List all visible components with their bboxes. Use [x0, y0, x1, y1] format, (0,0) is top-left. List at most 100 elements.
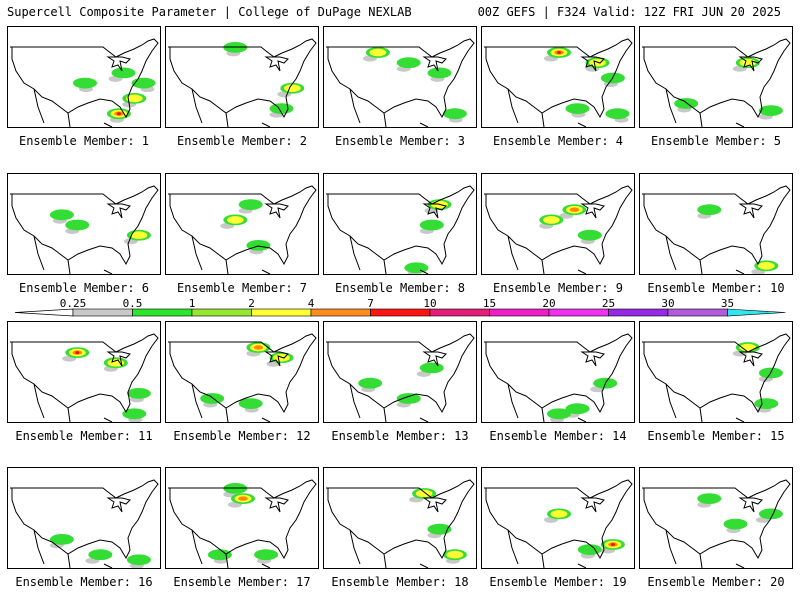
ensemble-map-panel	[7, 173, 161, 275]
map-canvas	[484, 185, 633, 274]
scp-contour-g	[427, 67, 452, 79]
scp-contour-g	[65, 219, 90, 231]
coastline	[33, 383, 113, 422]
great-lakes	[738, 497, 763, 513]
map-canvas	[10, 479, 159, 568]
scp-contour-g	[758, 508, 783, 520]
map-canvas	[10, 38, 159, 127]
coastline	[33, 529, 113, 568]
ensemble-map-panel	[481, 321, 635, 423]
coastline	[507, 529, 587, 568]
scp-contour-g	[49, 534, 74, 545]
scp-contour-g	[396, 393, 421, 404]
us-outline	[11, 333, 159, 414]
scp-contour-g	[238, 199, 263, 210]
scp-contour-y	[107, 359, 125, 367]
map-canvas	[642, 38, 791, 127]
valid-time: 00Z GEFS | F324 Valid: 12Z FRI JUN 20 20…	[477, 5, 781, 19]
map-canvas	[642, 479, 791, 568]
colorbar-swatch	[489, 308, 550, 317]
scp-contour-y	[226, 216, 244, 224]
great-lakes	[738, 203, 763, 219]
coastline	[507, 383, 587, 422]
map-canvas	[326, 185, 475, 274]
scp-contour-y	[125, 94, 143, 103]
scp-contour-g	[396, 57, 421, 69]
scp-contour-g	[126, 554, 151, 566]
scp-contour-g	[565, 103, 590, 114]
ensemble-map-panel	[7, 26, 161, 128]
ensemble-map-panel	[323, 467, 477, 569]
ensemble-map-panel	[7, 321, 161, 423]
us-outline	[169, 479, 317, 560]
scp-contour-g	[577, 229, 602, 241]
map-canvas	[642, 185, 791, 274]
scp-contour-g	[427, 523, 452, 535]
member-label: Ensemble Member: 3	[334, 134, 466, 148]
ensemble-map-panel	[165, 173, 319, 275]
scp-contour-g	[200, 393, 225, 404]
member-label: Ensemble Member: 14	[489, 429, 627, 443]
coastline	[507, 235, 587, 274]
scp-contour-g	[577, 544, 602, 555]
colorbar-tick-label: 4	[307, 297, 315, 310]
coastline	[191, 383, 271, 422]
us-outline	[11, 38, 159, 119]
member-label: Ensemble Member: 10	[647, 281, 785, 295]
scp-contour-g	[697, 493, 722, 504]
map-canvas	[642, 333, 791, 422]
map-canvas	[168, 479, 317, 568]
ensemble-map-panel	[323, 26, 477, 128]
ensemble-map-panel	[481, 467, 635, 569]
us-outline	[169, 38, 317, 119]
colorbar-tick-label: 0.5	[122, 297, 143, 310]
colorbar-swatch	[72, 308, 133, 317]
great-lakes	[738, 351, 763, 367]
scp-contour-g	[697, 204, 722, 216]
member-label: Ensemble Member: 17	[173, 575, 311, 589]
ensemble-map-panel	[639, 173, 793, 275]
coastline	[349, 529, 429, 568]
chart-title: Supercell Composite Parameter | College …	[7, 5, 412, 19]
colorbar-swatch	[251, 308, 312, 317]
coastline	[191, 235, 271, 274]
scp-contour-g	[758, 105, 783, 116]
colorbar-swatch	[191, 308, 252, 317]
great-lakes	[580, 56, 605, 72]
colorbar	[14, 308, 786, 317]
scp-contour-g	[358, 377, 383, 389]
scp-contour-y	[542, 216, 560, 224]
member-label: Ensemble Member: 8	[334, 281, 466, 295]
great-lakes	[422, 351, 447, 367]
scp-contour-g	[73, 77, 97, 89]
coastline	[33, 235, 113, 274]
colorbar-tick-label: 10	[423, 297, 437, 310]
scp-contour-g	[238, 398, 263, 409]
ensemble-map-panel	[481, 173, 635, 275]
colorbar-tick-label: 1	[188, 297, 196, 310]
coastline	[507, 88, 587, 127]
member-label: Ensemble Member: 13	[331, 429, 469, 443]
colorbar-swatch	[727, 308, 786, 317]
coastline	[665, 235, 745, 274]
map-canvas	[10, 333, 159, 422]
scp-contour-o	[238, 496, 248, 501]
colorbar-tick-label: 20	[542, 297, 556, 310]
us-outline	[169, 185, 317, 266]
us-outline	[327, 38, 475, 119]
colorbar-tick-label: 15	[482, 297, 497, 310]
us-outline	[485, 333, 633, 414]
scp-contour-y	[369, 48, 387, 57]
colorbar-tick-label: 2	[248, 297, 255, 310]
scp-contour-g	[419, 219, 444, 231]
us-outline	[643, 185, 791, 266]
member-label: Ensemble Member: 4	[492, 134, 624, 148]
ensemble-map-panel	[165, 321, 319, 423]
member-label: Ensemble Member: 19	[489, 575, 627, 589]
scp-contour-g	[565, 403, 590, 415]
us-outline	[643, 479, 791, 560]
scp-contour-y	[757, 262, 775, 270]
scp-contour-r	[610, 543, 615, 546]
scp-contour-y	[446, 550, 464, 559]
us-outline	[643, 333, 791, 414]
